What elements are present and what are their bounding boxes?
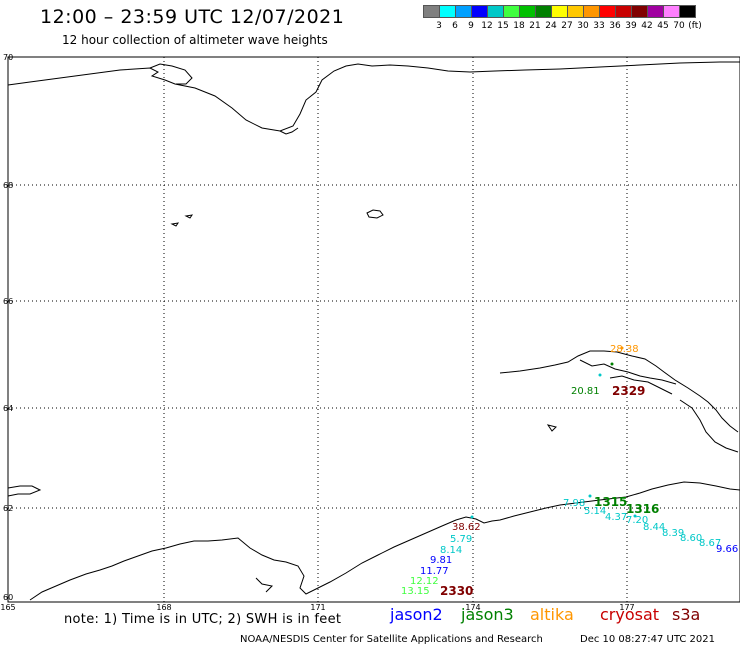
observation-label: 7.20 bbox=[626, 515, 648, 526]
footer-note: note: 1) Time is in UTC; 2) SWH is in fe… bbox=[64, 612, 342, 627]
mission-label-s3a: s3a bbox=[672, 605, 701, 624]
lon-label: 174 bbox=[465, 603, 480, 612]
observation-label: 8.67 bbox=[699, 538, 721, 549]
generation-date: Dec 10 08:27:47 UTC 2021 bbox=[580, 634, 715, 645]
coastline-north-inlet bbox=[149, 63, 193, 85]
island-small-3 bbox=[170, 222, 180, 227]
observation-label: 5.79 bbox=[450, 534, 472, 545]
coastline-east-upper bbox=[499, 350, 739, 433]
map-subtitle: 12 hour collection of altimeter wave hei… bbox=[62, 33, 328, 47]
island-small-1 bbox=[366, 209, 384, 219]
observation-label: 9.81 bbox=[430, 555, 452, 566]
lat-label: 70 bbox=[3, 53, 13, 62]
graticule bbox=[8, 57, 740, 602]
lat-label: 68 bbox=[3, 181, 13, 190]
lon-label: 165 bbox=[0, 603, 15, 612]
credit-text: NOAA/NESDIS Center for Satellite Applica… bbox=[240, 634, 543, 645]
coastline-north-bay bbox=[279, 127, 299, 135]
observation-label: 1315 bbox=[594, 495, 627, 509]
satellite-track-points bbox=[470, 346, 637, 519]
coastline-east-gulf bbox=[609, 375, 673, 395]
observation-label: 1316 bbox=[626, 502, 659, 516]
mission-label-jason2: jason2 bbox=[390, 605, 443, 624]
scale-label: (ft) bbox=[688, 21, 702, 31]
observation-label: 5.14 bbox=[584, 506, 606, 517]
lat-label: 64 bbox=[3, 404, 13, 413]
observation-label: 13.15 bbox=[401, 586, 430, 597]
observation-label: 7.98 bbox=[563, 498, 585, 509]
track-point bbox=[470, 515, 474, 519]
scale-label: 39 bbox=[625, 21, 637, 31]
lat-label: 66 bbox=[3, 297, 13, 306]
coastline-southwest-spit bbox=[255, 577, 274, 593]
coastlines bbox=[7, 61, 740, 601]
color-scale-labels: 3 6 9 12 15 18 21 24 27 30 33 36 39 42 45 70 (ft) bbox=[423, 21, 740, 33]
scale-label: 45 bbox=[657, 21, 669, 31]
observation-label: 2330 bbox=[440, 584, 473, 598]
scale-label: 3 bbox=[436, 21, 442, 31]
observation-label: 8.39 bbox=[662, 528, 684, 539]
scale-label: 70 bbox=[673, 21, 685, 31]
map-title: 12:00 – 23:59 UTC 12/07/2021 bbox=[40, 6, 345, 28]
track-point bbox=[598, 373, 602, 377]
lat-label: 60 bbox=[3, 593, 13, 602]
observation-label: 11.77 bbox=[420, 566, 449, 577]
island-small-2 bbox=[184, 214, 194, 219]
observation-labels: 28.38 20.81 2329 7.98 1315 1316 5.14 4.3… bbox=[401, 344, 738, 598]
coastline-east-peninsula bbox=[579, 359, 677, 385]
scale-label: 33 bbox=[593, 21, 605, 31]
scale-label: 21 bbox=[529, 21, 541, 31]
track-point bbox=[588, 494, 592, 498]
scale-label: 36 bbox=[609, 21, 621, 31]
scale-label: 9 bbox=[468, 21, 474, 31]
axis-labels: 165 168 171 174 177 70 68 66 64 62 60 bbox=[0, 53, 634, 612]
map-frame bbox=[7, 56, 740, 603]
lon-label: 171 bbox=[310, 603, 325, 612]
observation-label: 4.37 bbox=[605, 512, 627, 523]
track-point bbox=[610, 362, 614, 366]
scale-label: 30 bbox=[577, 21, 589, 31]
scale-label: 27 bbox=[561, 21, 573, 31]
scale-label: 18 bbox=[513, 21, 525, 31]
lat-label: 62 bbox=[3, 504, 13, 513]
wave-height-color-scale bbox=[423, 5, 696, 18]
scale-label: 24 bbox=[545, 21, 557, 31]
scale-label: 15 bbox=[497, 21, 509, 31]
observation-label: 8.14 bbox=[440, 545, 462, 556]
observation-label: 12.12 bbox=[410, 576, 439, 587]
observation-label: 8.44 bbox=[643, 522, 665, 533]
observation-label: 9.66 bbox=[716, 544, 738, 555]
scale-label: 12 bbox=[481, 21, 493, 31]
scale-swatch bbox=[679, 5, 696, 18]
coastline-east-lower bbox=[679, 399, 739, 453]
track-point bbox=[620, 346, 624, 350]
observation-label: 38.62 bbox=[452, 522, 481, 533]
coastline-south bbox=[29, 481, 740, 601]
coastline-west bbox=[7, 485, 42, 497]
observation-label: 28.38 bbox=[610, 344, 639, 355]
observation-label: 8.60 bbox=[680, 533, 702, 544]
observation-label: 2329 bbox=[612, 384, 645, 398]
mission-label-cryosat: cryosat bbox=[600, 605, 660, 624]
coastline-north bbox=[7, 61, 740, 132]
observation-label: 20.81 bbox=[571, 386, 600, 397]
lon-label: 168 bbox=[156, 603, 171, 612]
mission-label-altika: altika bbox=[530, 605, 574, 624]
scale-label: 6 bbox=[452, 21, 458, 31]
track-point bbox=[633, 514, 637, 518]
scale-label: 42 bbox=[641, 21, 653, 31]
coastline-east-small bbox=[546, 424, 557, 432]
lon-label: 177 bbox=[619, 603, 634, 612]
mission-label-jason3: jason3 bbox=[461, 605, 514, 624]
